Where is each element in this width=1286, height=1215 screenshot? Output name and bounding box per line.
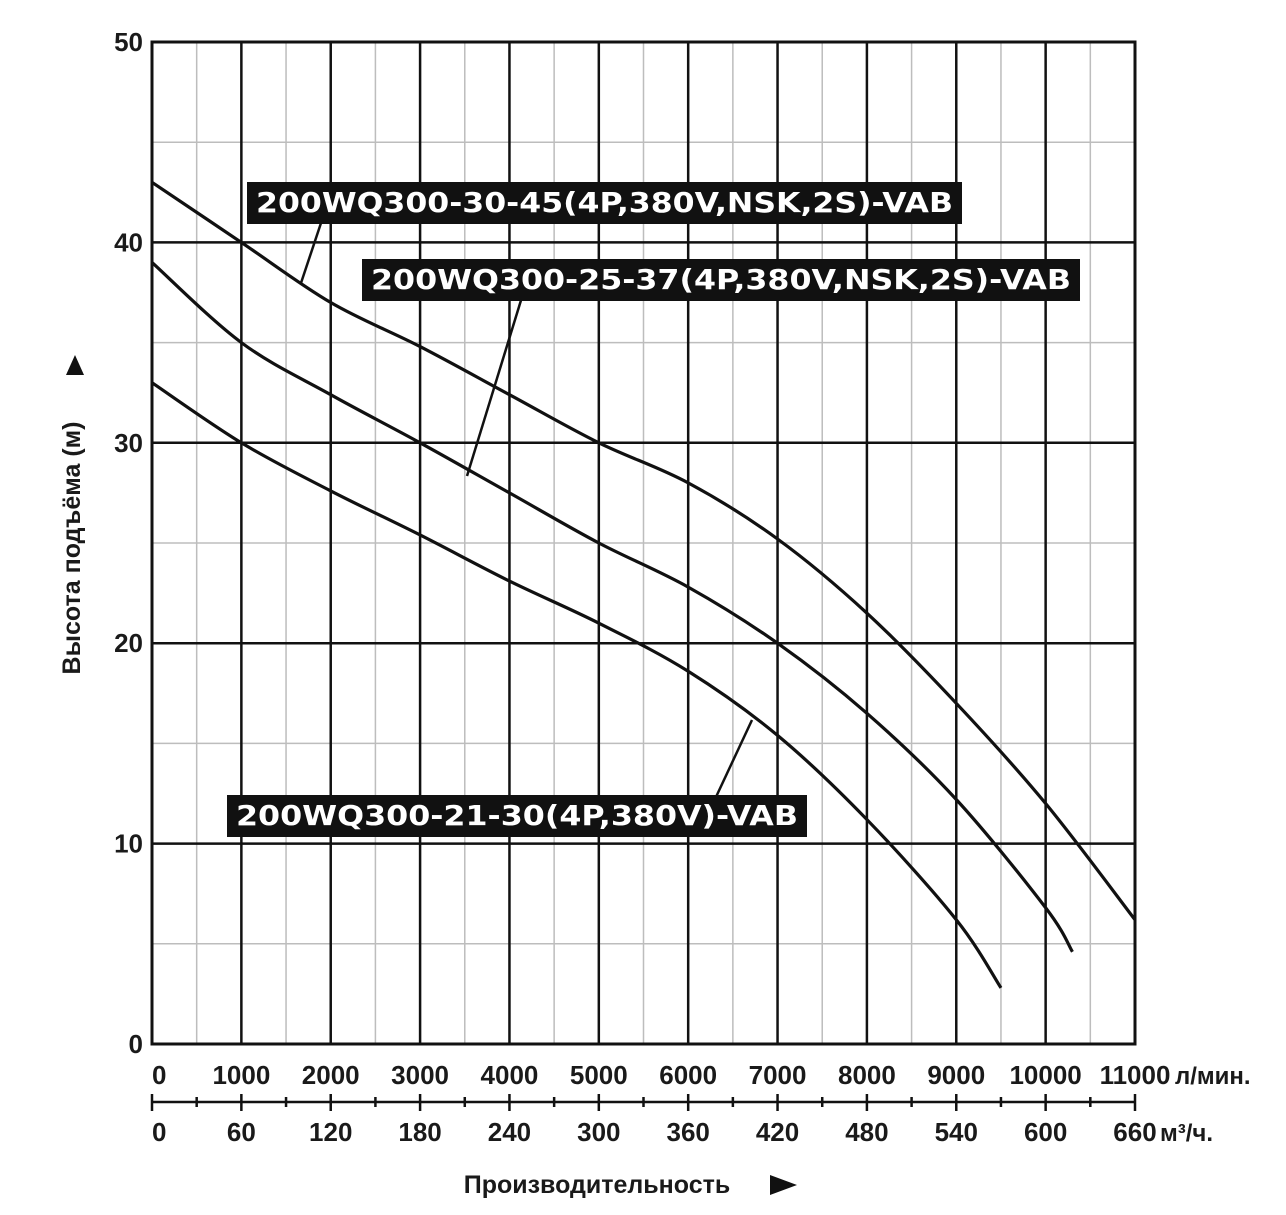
y-tick-label: 0 bbox=[129, 1029, 143, 1059]
y-tick-labels: 0 10 20 30 40 50 bbox=[114, 27, 143, 1059]
x-tick-label-primary: 9000 bbox=[927, 1060, 985, 1090]
y-tick-label: 50 bbox=[114, 27, 143, 57]
x-tick-label-secondary: 540 bbox=[935, 1117, 978, 1147]
curve-series-1 bbox=[151, 180, 1137, 921]
y-tick-label: 10 bbox=[114, 829, 143, 859]
x-tick-label-primary: 7000 bbox=[749, 1060, 807, 1090]
x-tick-label-primary: 8000 bbox=[838, 1060, 896, 1090]
x-tick-label-secondary: 600 bbox=[1024, 1117, 1067, 1147]
x-tick-label-primary: 0 bbox=[152, 1060, 166, 1090]
x-tick-label-secondary: 60 bbox=[227, 1117, 256, 1147]
leader-line-3 bbox=[714, 719, 754, 798]
curve-label-box-3 bbox=[227, 795, 807, 837]
curve-label-3: 200WQ300-21-30(4P,380V)-VAB bbox=[236, 799, 798, 832]
y-tick-label: 20 bbox=[114, 628, 143, 658]
x-tick-label-secondary: 420 bbox=[756, 1117, 799, 1147]
x-axis-title: Производительность bbox=[464, 1171, 730, 1199]
x-tick-label-secondary: 120 bbox=[309, 1117, 352, 1147]
x-tick-label-primary: 10000 bbox=[1009, 1060, 1081, 1090]
curves bbox=[150, 180, 1137, 989]
x-tick-label-primary: 6000 bbox=[659, 1060, 717, 1090]
x-axis-arrow-icon bbox=[770, 1175, 797, 1195]
x-tick-label-secondary: 0 bbox=[152, 1117, 166, 1147]
y-tick-label: 30 bbox=[114, 428, 143, 458]
curve-label-2: 200WQ300-25-37(4P,380V,NSK,2S)-VAB bbox=[371, 263, 1071, 296]
x-tick-label-secondary: 300 bbox=[577, 1117, 620, 1147]
x-tick-label-primary: 5000 bbox=[570, 1060, 628, 1090]
x-tick-label-secondary: 240 bbox=[488, 1117, 531, 1147]
x-unit-secondary: м³/ч. bbox=[1160, 1120, 1213, 1147]
y-axis-arrow-icon bbox=[66, 355, 84, 375]
leader-line-2 bbox=[465, 296, 524, 477]
x-tick-label-primary: 11000 bbox=[1100, 1060, 1171, 1090]
x-tick-label-secondary: 480 bbox=[845, 1117, 888, 1147]
y-tick-label: 40 bbox=[114, 227, 143, 257]
x-tick-labels-secondary: 0 60 120 180 240 300 360 420 480 540 600 660 bbox=[152, 1117, 1157, 1147]
y-axis-title: Высота подъёма (м) bbox=[58, 422, 86, 675]
curve-leader-lines bbox=[299, 219, 754, 798]
x-tick-label-secondary: 660 bbox=[1113, 1117, 1156, 1147]
secondary-x-axis bbox=[150, 1094, 1137, 1111]
plot-frame bbox=[150, 40, 1137, 1046]
curve-labels: 200WQ300-30-45(4P,380V,NSK,2S)-VAB 200WQ3… bbox=[227, 182, 1080, 837]
x-tick-label-primary: 3000 bbox=[391, 1060, 449, 1090]
curve-label-box-1 bbox=[247, 182, 962, 224]
x-tick-label-secondary: 360 bbox=[666, 1117, 709, 1147]
x-tick-label-primary: 2000 bbox=[302, 1060, 360, 1090]
x-unit-primary: л/мин. bbox=[1175, 1063, 1251, 1090]
x-tick-label-primary: 4000 bbox=[481, 1060, 539, 1090]
curve-series-2 bbox=[150, 261, 1074, 953]
x-tick-label-secondary: 180 bbox=[398, 1117, 441, 1147]
curve-label-1: 200WQ300-30-45(4P,380V,NSK,2S)-VAB bbox=[256, 186, 953, 219]
curve-series-3 bbox=[151, 381, 1003, 989]
leader-line-1 bbox=[299, 219, 324, 284]
x-tick-label-primary: 1000 bbox=[212, 1060, 270, 1090]
x-tick-labels-primary: 0 1000 2000 3000 4000 5000 6000 7000 8000 9000 100… bbox=[152, 1060, 1170, 1090]
curve-label-box-2 bbox=[362, 259, 1080, 301]
